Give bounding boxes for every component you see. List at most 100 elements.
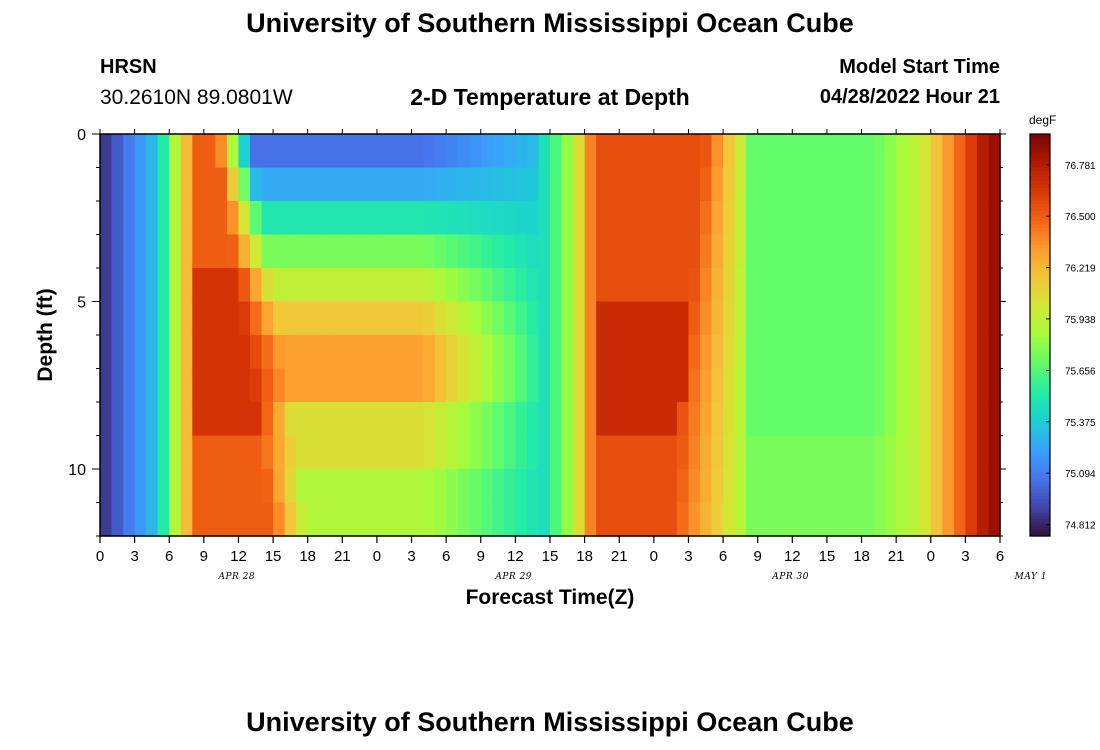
heatmap-cell — [319, 335, 332, 370]
heatmap-cell — [250, 435, 263, 470]
heatmap-cell — [780, 502, 793, 537]
heatmap-cell — [665, 368, 678, 403]
heatmap-cell — [965, 402, 978, 437]
heatmap-cell — [815, 301, 828, 336]
heatmap-cell — [238, 201, 251, 236]
heatmap-cell — [630, 167, 643, 202]
heatmap-cell — [688, 368, 701, 403]
colorbar-segment — [1030, 515, 1050, 520]
heatmap-cell — [123, 469, 136, 504]
heatmap-cell — [953, 301, 966, 336]
heatmap-cell — [838, 335, 851, 370]
heatmap-cell — [423, 335, 436, 370]
heatmap-cell — [157, 469, 170, 504]
heatmap-cell — [457, 368, 470, 403]
heatmap-cell — [353, 234, 366, 269]
heatmap-cell — [296, 469, 309, 504]
colorbar-segment — [1030, 345, 1050, 349]
heatmap-cell — [423, 402, 436, 437]
heatmap-cell — [238, 301, 251, 336]
heatmap-cell — [573, 234, 586, 269]
heatmap-cell — [803, 469, 816, 504]
colorbar-segment — [1030, 154, 1050, 159]
heatmap-cell — [665, 301, 678, 336]
heatmap-cell — [561, 368, 574, 403]
heatmap-cell — [526, 201, 540, 236]
heatmap-cell — [111, 402, 124, 437]
heatmap-cell — [884, 402, 897, 437]
colorbar-unit: degF — [1029, 113, 1057, 127]
heatmap-cell — [515, 234, 528, 269]
heatmap-cell — [619, 167, 632, 202]
heatmap-cell — [203, 469, 216, 504]
heatmap-cell — [261, 502, 274, 537]
heatmap-cell — [123, 435, 136, 470]
heatmap-cell — [630, 201, 643, 236]
heatmap-cell — [965, 268, 978, 303]
heatmap-cell — [723, 301, 736, 336]
heatmap-cell — [573, 469, 586, 504]
heatmap-cell — [988, 469, 1001, 504]
heatmap-cell — [434, 502, 447, 537]
heatmap-cell — [550, 167, 563, 202]
heatmap-cell — [376, 335, 390, 370]
heatmap-cell — [746, 435, 759, 470]
heatmap-cell — [538, 335, 551, 370]
heatmap-cell — [342, 435, 355, 470]
heatmap-cell — [746, 134, 759, 169]
heatmap-cell — [411, 402, 424, 437]
colorbar-segment — [1030, 455, 1050, 460]
heatmap-cell — [353, 134, 366, 169]
heatmap-cell — [203, 301, 216, 336]
colorbar-segment — [1030, 157, 1050, 162]
colorbar-segment — [1030, 412, 1050, 416]
heatmap-cell — [480, 134, 493, 169]
heatmap-cell — [676, 435, 690, 470]
heatmap-cell — [988, 435, 1001, 470]
colorbar-segment — [1030, 385, 1050, 390]
heatmap-cell — [203, 167, 216, 202]
heatmap-cell — [711, 234, 724, 269]
heatmap-cell — [792, 234, 805, 269]
heatmap-cell — [919, 234, 932, 269]
heatmap-cell — [469, 502, 482, 537]
colorbar-segment — [1030, 492, 1050, 497]
y-tick-label: 5 — [77, 295, 86, 312]
heatmap-cell — [873, 234, 886, 269]
heatmap-cell — [284, 134, 297, 169]
heatmap-cell — [596, 234, 609, 269]
heatmap-cell — [400, 502, 413, 537]
heatmap-cell — [330, 335, 343, 370]
x-tick-label: 18 — [853, 548, 870, 565]
colorbar-segment — [1030, 395, 1050, 400]
heatmap-cell — [446, 201, 459, 236]
heatmap-cell — [157, 368, 170, 403]
colorbar-segment — [1030, 408, 1050, 413]
heatmap-cell — [850, 368, 863, 403]
heatmap-cell — [492, 268, 505, 303]
heatmap-cell — [607, 268, 620, 303]
heatmap-cell — [988, 301, 1001, 336]
heatmap-cell — [976, 402, 990, 437]
heatmap-cell — [596, 335, 609, 370]
heatmap-cell — [665, 167, 678, 202]
heatmap-cell — [953, 167, 966, 202]
heatmap-cell — [573, 268, 586, 303]
heatmap-cell — [100, 402, 113, 437]
colorbar-segment — [1030, 204, 1050, 209]
heatmap-cell — [988, 335, 1001, 370]
heatmap-cell — [596, 167, 609, 202]
heatmap-cell — [423, 134, 436, 169]
heatmap-cell — [192, 234, 205, 269]
heatmap-cell — [769, 134, 782, 169]
colorbar-segment — [1030, 301, 1050, 306]
heatmap-cell — [700, 335, 713, 370]
x-tick-label: 15 — [265, 548, 282, 565]
heatmap-cell — [353, 301, 366, 336]
heatmap-cell — [157, 268, 170, 303]
x-tick-label: 0 — [96, 548, 104, 565]
heatmap-cell — [630, 402, 643, 437]
heatmap-cell — [815, 502, 828, 537]
heatmap-cell — [700, 234, 713, 269]
heatmap-cell — [134, 268, 147, 303]
